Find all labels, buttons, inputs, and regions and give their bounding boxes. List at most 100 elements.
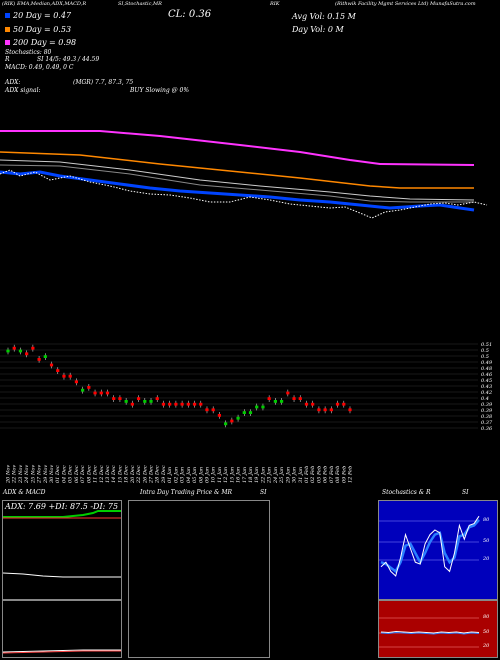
price-tick-label: 0.51 bbox=[481, 342, 492, 348]
candle-body bbox=[168, 402, 172, 406]
price-tick-label: 0.4 bbox=[481, 396, 489, 402]
adx-value: (MGR) 7.7, 87.3, 75 bbox=[73, 79, 134, 86]
candle-body bbox=[118, 397, 122, 400]
candles bbox=[6, 344, 352, 428]
date-tick-label: 24 Nov bbox=[24, 465, 30, 484]
candle-body bbox=[317, 408, 321, 412]
date-tick-label: 18 Dec bbox=[124, 465, 130, 483]
date-tick-label: 30 Nov bbox=[49, 465, 55, 483]
date-tick-label: 12 Dec bbox=[99, 465, 105, 483]
date-tick-label: 20 Dec bbox=[130, 465, 136, 484]
stoch-level-20: 20 bbox=[483, 556, 490, 562]
date-tick-label: 25 Jan bbox=[279, 467, 285, 484]
candle-body bbox=[255, 405, 259, 409]
date-tick-label: 06 Feb bbox=[323, 466, 329, 483]
macd-panel bbox=[2, 600, 122, 658]
date-tick-label: 04 Dec bbox=[61, 465, 67, 483]
candle-body bbox=[37, 358, 41, 361]
candle-body bbox=[242, 411, 246, 414]
candle-body bbox=[261, 405, 265, 409]
date-axis: 20 Nov 22 Nov 23 Nov 24 Nov 25 Nov 27 Nov 29 N… bbox=[6, 465, 354, 484]
date-tick-label: 22 Jan bbox=[260, 467, 266, 484]
candle-body bbox=[267, 397, 271, 400]
date-tick-label: 07 Feb bbox=[329, 466, 335, 483]
candle-body bbox=[342, 402, 346, 406]
candle-body bbox=[186, 402, 190, 406]
date-tick-label: 29 Nov bbox=[43, 465, 49, 484]
candle-body bbox=[62, 374, 66, 378]
stoch-d-line bbox=[380, 519, 480, 574]
date-tick-label: 05 Feb bbox=[316, 466, 322, 483]
price-tick-label: 0.36 bbox=[481, 426, 493, 432]
date-tick-label: 07 Dec bbox=[80, 465, 86, 483]
candle-body bbox=[248, 411, 253, 414]
price-tick-label: 0.5 bbox=[481, 354, 489, 360]
candle-body bbox=[211, 408, 215, 412]
candle-body bbox=[81, 388, 85, 392]
price-tick-label: 0.38 bbox=[481, 414, 492, 420]
adx-panel-title: ADX & MACD bbox=[3, 489, 46, 496]
stoch-level-50: 50 bbox=[483, 538, 490, 544]
rsi-panel: 80 50 20 bbox=[378, 600, 498, 658]
stochastic-panel: 80 50 20 bbox=[378, 500, 498, 600]
candle-body bbox=[335, 402, 340, 406]
stoch-si-label: SI bbox=[462, 489, 469, 496]
adx-lines bbox=[2, 510, 121, 578]
date-tick-label: 19 Jan bbox=[254, 467, 260, 483]
candle-body bbox=[56, 369, 60, 372]
r-label: R bbox=[5, 56, 10, 63]
date-tick-label: 12 Feb bbox=[348, 466, 354, 483]
date-tick-label: 02 Jan bbox=[173, 467, 179, 483]
date-tick-label: 14 Dec bbox=[111, 465, 117, 483]
adx-line bbox=[2, 572, 121, 578]
candle-body bbox=[43, 355, 47, 358]
rsi-level-20: 20 bbox=[483, 643, 490, 649]
price-tick-label: 0.39 bbox=[481, 402, 493, 408]
candle-body bbox=[74, 380, 78, 384]
price-tick-label: 0.5 bbox=[481, 348, 489, 354]
candle-body bbox=[199, 402, 203, 406]
ema200-swatch bbox=[5, 40, 10, 45]
rsi-level-80: 80 bbox=[483, 614, 490, 620]
price-tick-label: 0.37 bbox=[481, 420, 493, 426]
candle-body bbox=[180, 402, 184, 406]
candle-body bbox=[348, 408, 352, 412]
ema200-label: 200 Day = 0.98 bbox=[13, 38, 77, 47]
macd-lines bbox=[2, 649, 121, 654]
ema50-label: 50 Day = 0.53 bbox=[13, 25, 72, 34]
adx-panel: ADX: 7.69 +DI: 87.5 -DI: 75 bbox=[2, 500, 122, 600]
date-tick-label: 17 Jan bbox=[242, 467, 248, 483]
adx-readout: ADX: 7.69 +DI: 87.5 -DI: 75 bbox=[5, 502, 119, 511]
price-tick-label: 0.43 bbox=[481, 384, 492, 390]
price-chart: 0.510.50.50.490.480.460.450.430.420.40.3… bbox=[0, 130, 493, 484]
header-code: (RIK) EMA,Median,ADX,MACD,R bbox=[2, 1, 87, 7]
date-tick-label: 01 Dec bbox=[55, 465, 61, 483]
date-tick-label: 03 Jan bbox=[180, 467, 186, 483]
price-tick-label: 0.45 bbox=[481, 378, 492, 384]
candle-body bbox=[49, 363, 54, 367]
date-tick-label: 06 Dec bbox=[74, 465, 80, 483]
candle-body bbox=[217, 414, 222, 417]
candle-body bbox=[68, 374, 72, 378]
macd-value: MACD: 0.49, 0.49, 0 C bbox=[5, 64, 74, 71]
candle-body bbox=[280, 400, 284, 403]
date-tick-label: 05 Dec bbox=[68, 465, 74, 483]
candle-body bbox=[311, 402, 315, 406]
date-tick-label: 11 Dec bbox=[93, 465, 99, 483]
rsi-line bbox=[380, 630, 480, 634]
si-value: SI 14/5: 49.3 / 44.59 bbox=[37, 56, 100, 63]
ema200-line bbox=[0, 130, 475, 166]
stochastics-value: Stochastics: 80 bbox=[5, 49, 52, 56]
close-price: CL: 0.36 bbox=[168, 10, 211, 20]
date-tick-label: 23 Nov bbox=[18, 465, 24, 484]
median-line-2 bbox=[0, 164, 474, 203]
candle-body bbox=[112, 397, 116, 400]
price-tick-label: 0.48 bbox=[481, 366, 492, 372]
rsi-lines bbox=[379, 617, 480, 648]
date-tick-label: 13 Dec bbox=[105, 465, 111, 483]
date-tick-label: 01 Feb bbox=[304, 466, 310, 483]
candle-body bbox=[304, 402, 309, 406]
date-tick-label: 27 Dec bbox=[149, 465, 155, 484]
avg-volume: Avg Vol: 0.15 M bbox=[292, 12, 356, 21]
stoch-level-80: 80 bbox=[483, 517, 490, 523]
